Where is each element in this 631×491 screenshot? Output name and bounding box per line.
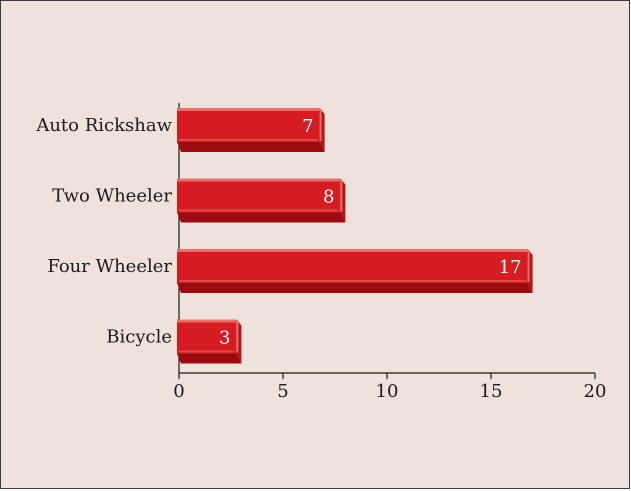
bar-top-highlight (177, 249, 528, 252)
bar (177, 178, 341, 213)
x-tick-label: 20 (584, 381, 607, 402)
bar (177, 108, 320, 142)
bar-top-highlight (177, 108, 320, 111)
bar-top-highlight (177, 178, 341, 182)
bar-lower-highlight (179, 209, 339, 212)
bar-top-highlight (177, 319, 237, 323)
bar-bottom-face (177, 142, 325, 152)
bar-bottom-face (177, 212, 346, 223)
bar-data-label: 7 (302, 116, 313, 137)
bar-bottom-face (177, 353, 242, 364)
x-tick-label: 10 (376, 381, 399, 402)
bar-data-label: 3 (219, 328, 230, 349)
bar-data-label: 17 (499, 257, 522, 278)
bar (177, 249, 528, 283)
bar-lower-highlight (179, 139, 318, 141)
x-tick-label: 15 (480, 381, 503, 402)
bar-lower-highlight (179, 280, 526, 282)
category-label: Four Wheeler (47, 256, 172, 277)
x-tick-label: 0 (173, 381, 184, 402)
x-tick-label: 5 (277, 381, 288, 402)
bar-data-label: 8 (323, 187, 334, 208)
bar-bottom-face (177, 283, 533, 293)
category-label: Two Wheeler (52, 186, 172, 207)
bar-lower-highlight (179, 350, 235, 353)
category-label: Bicycle (106, 327, 172, 348)
bar (177, 319, 237, 354)
category-label: Auto Rickshaw (35, 115, 172, 136)
